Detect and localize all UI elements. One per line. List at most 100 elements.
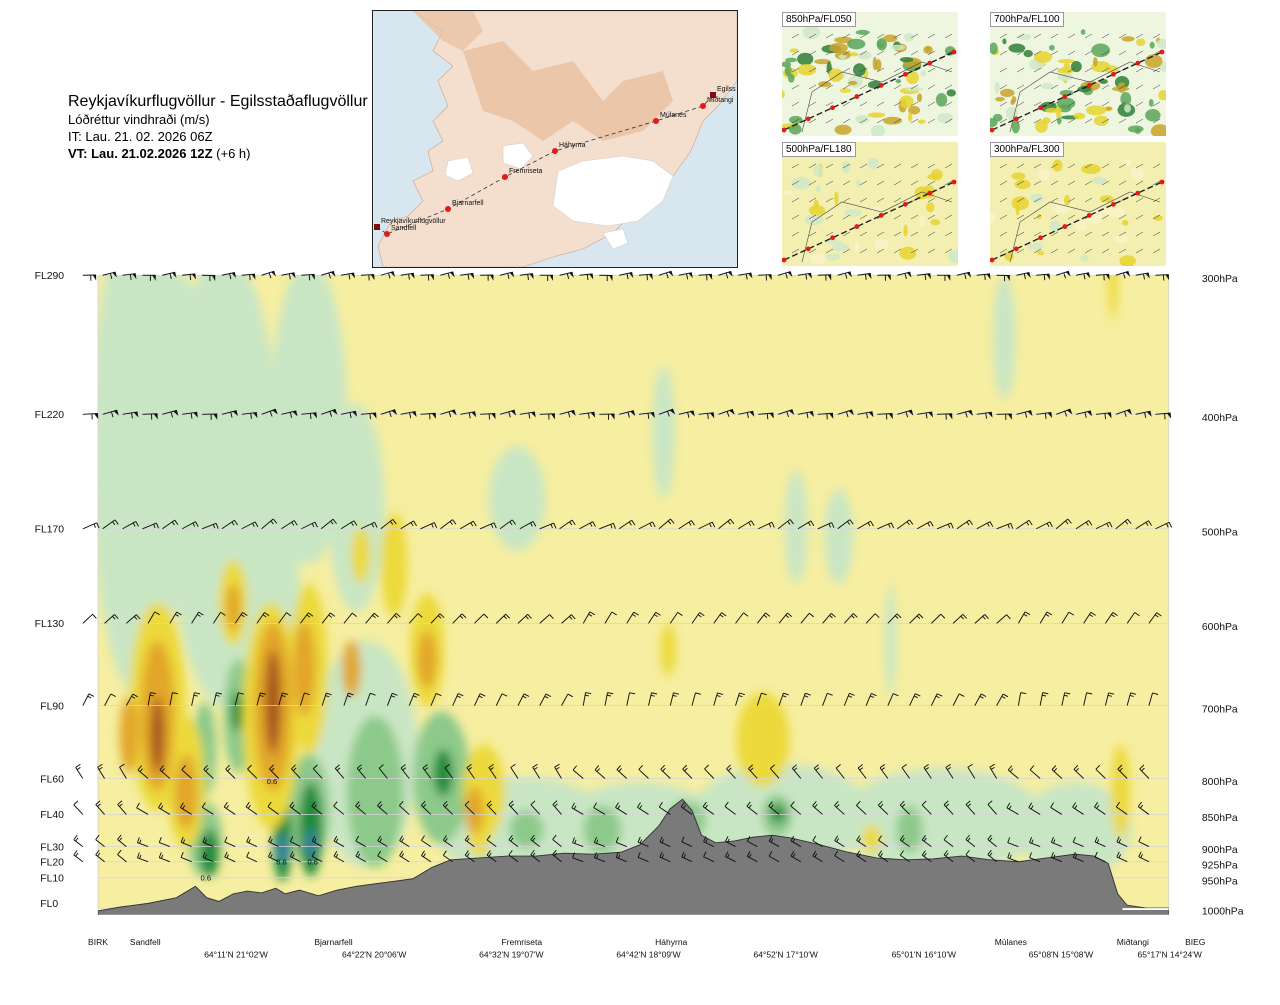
wind-barb-icon [916, 521, 934, 530]
wind-barb-icon [378, 764, 388, 779]
wind-barb-icon [897, 409, 914, 418]
wind-barb-icon [291, 764, 301, 779]
wind-barb-icon [247, 764, 258, 779]
wind-barb-icon [857, 764, 867, 779]
wind-barb-icon [400, 764, 410, 779]
wind-barb-icon [756, 612, 771, 624]
wind-barb-icon [1137, 801, 1150, 815]
wind-barb-icon [1115, 270, 1131, 279]
wind-barb-icon [530, 834, 541, 847]
wind-barb-icon [1029, 852, 1041, 863]
wind-barb-icon [698, 273, 713, 281]
wind-barb-icon [571, 802, 584, 815]
wind-barb-icon [321, 692, 332, 706]
mini-map-label: 300hPa/FL300 [990, 142, 1064, 157]
wind-barb-icon [225, 764, 236, 779]
wind-barb-icon [865, 613, 880, 624]
wind-barb-icon [380, 409, 397, 418]
wind-barb-icon [444, 764, 454, 779]
wind-barb-icon [340, 272, 356, 280]
wind-barb-icon [268, 836, 279, 848]
wind-barb-icon [398, 801, 410, 815]
wind-barb-icon [1105, 611, 1118, 624]
waypoint-marker [552, 148, 558, 154]
wind-barb-icon [261, 270, 276, 279]
wind-barb-icon [996, 522, 1014, 530]
wind-barb-icon [1139, 764, 1150, 779]
wind-barb-icon [956, 409, 973, 418]
waypoint-marker [384, 231, 390, 237]
wind-barb-icon [95, 834, 105, 847]
wind-barb-icon [599, 522, 616, 530]
mini-map-850: 850hPa/FL050 [782, 12, 958, 136]
wind-barb-icon [97, 763, 105, 779]
wind-barb-icon [658, 518, 675, 530]
pressure-label: 800hPa [1202, 777, 1238, 788]
velocity-cell [838, 768, 1047, 873]
waypoint-marker [502, 174, 508, 180]
wind-barb-icon [1138, 851, 1150, 863]
wind-barb-icon [82, 693, 95, 706]
wind-barb-icon [539, 614, 554, 624]
wind-barb-icon [877, 413, 893, 420]
wind-barb-icon [713, 692, 724, 706]
route-point-icon [903, 201, 908, 207]
wind-barb-icon [899, 800, 910, 815]
wind-barb-icon [812, 835, 823, 848]
wind-barb-icon [377, 801, 388, 815]
flight-level-label: FL170 [35, 525, 65, 536]
wind-barb-icon [856, 850, 867, 863]
wind-barb-icon [202, 274, 216, 282]
pressure-label: 500hPa [1202, 527, 1238, 538]
wind-barb-icon [937, 413, 953, 420]
wind-barb-icon [289, 851, 301, 863]
glacier-hofsjokull-icon [502, 142, 534, 170]
velocity-cell [148, 275, 205, 480]
waypoint-map-label: Fremriseta [509, 168, 543, 175]
wind-barb-icon [559, 271, 574, 280]
wind-barb-icon [223, 802, 236, 815]
wind-barb-icon [659, 851, 671, 863]
wind-barb-icon [261, 518, 278, 530]
wind-barb-icon [735, 692, 745, 706]
wind-barb-icon [241, 411, 258, 419]
velocity-cell [351, 526, 371, 584]
wind-barb-icon [639, 273, 653, 281]
wind-barb-icon [738, 410, 755, 419]
wind-barb-icon [420, 412, 437, 420]
wind-barb-icon [1135, 272, 1150, 280]
contour-label: 0.6 [307, 858, 318, 867]
wind-barb-icon [856, 835, 867, 847]
wind-barb-icon [572, 765, 584, 779]
annotations: 0.6 0.6 0.6 0.6 [201, 777, 318, 882]
wind-barb-icon [921, 835, 932, 847]
route-point-icon [1111, 201, 1116, 207]
wind-barb-icon [682, 764, 693, 779]
route-point-icon [903, 71, 908, 77]
mini-map-500: 500hPa/FL180 [782, 142, 958, 266]
wind-barb-icon [758, 274, 772, 281]
terrain-profile [97, 798, 1169, 915]
flight-level-label: FL10 [40, 874, 64, 885]
wind-barb-icon [442, 835, 453, 847]
wind-barb-icon [974, 693, 987, 706]
wind-barb-icon [1007, 837, 1019, 848]
route-point-icon [990, 127, 995, 133]
wind-barb-icon [1115, 801, 1128, 815]
route-point-icon [927, 60, 933, 66]
wind-barb-icon [95, 849, 105, 863]
wind-barb-icon [159, 765, 171, 779]
wind-barb-icon [539, 522, 557, 530]
waypoint-label: Múlanes [995, 937, 1027, 947]
wind-barb-icon [738, 520, 755, 530]
wind-barb-icon [1155, 274, 1170, 281]
wind-barb-icon [878, 835, 889, 847]
parameter-label: Lóðréttur vindhraði (m/s) [68, 112, 210, 127]
wind-barb-icon [599, 413, 615, 420]
wind-barb-icon [201, 522, 219, 530]
wind-barb-icon [800, 692, 811, 706]
wind-barb-icon [1050, 836, 1063, 848]
wind-barb-icon [582, 692, 592, 706]
wind-barb-icon [943, 850, 954, 863]
wind-barb-icon [430, 613, 445, 624]
